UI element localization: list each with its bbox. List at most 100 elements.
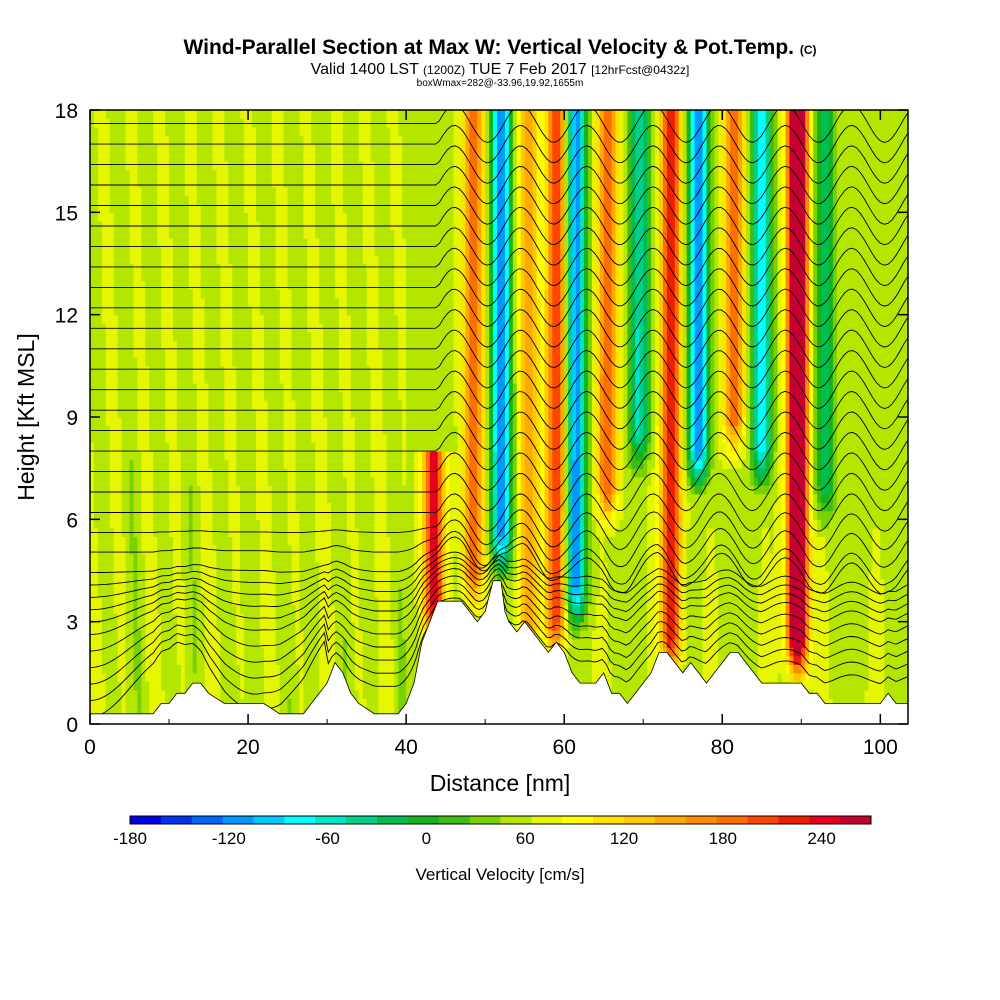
field-cell [319,451,324,461]
field-cell [287,570,293,580]
field-cell [358,527,364,537]
field-cell [315,442,320,452]
field-cell [327,561,332,572]
field-cell [212,357,218,367]
field-cell [208,468,214,478]
field-cell [90,323,95,333]
field-cell [196,536,202,546]
field-cell [137,553,142,563]
field-cell [200,425,206,435]
field-cell [125,647,131,657]
field-cell [125,178,131,188]
field-cell [287,254,293,265]
field-cell [200,442,206,452]
field-cell [303,425,308,435]
field-cell [141,468,146,478]
field-cell [220,161,225,171]
field-cell [252,502,257,512]
field-cell [224,323,229,333]
field-cell [283,340,289,350]
field-cell [303,664,308,674]
field-cell [342,135,348,145]
field-cell [204,630,210,640]
field-cell [315,510,320,520]
field-cell [109,510,115,520]
field-cell [259,169,265,179]
field-cell [358,638,364,648]
field-cell [279,664,285,674]
field-cell [338,203,344,213]
field-cell [113,561,119,572]
field-cell [224,399,229,410]
field-cell [90,229,95,239]
field-cell [236,570,241,580]
field-cell [299,289,304,299]
field-cell [169,306,174,316]
field-cell [303,485,308,495]
field-cell [180,570,186,580]
field-cell [283,698,289,708]
field-cell [291,502,297,512]
field-cell [338,195,344,205]
field-cell [180,579,186,589]
field-cell [129,195,135,205]
field-cell [335,237,340,248]
field-cell [121,587,127,597]
field-cell [295,579,301,589]
field-cell [327,152,332,162]
field-cell [204,263,210,273]
field-cell [228,382,233,393]
field-cell [244,161,249,171]
field-cell [299,408,304,418]
field-cell [295,519,301,529]
field-cell [157,570,162,580]
field-cell [263,681,269,691]
field-cell [101,152,107,162]
field-cell [303,263,308,273]
field-cell [287,203,293,213]
field-cell [137,186,142,196]
field-cell [342,306,348,316]
field-cell [303,587,308,597]
field-cell [149,468,154,478]
field-cell [137,536,142,546]
field-cell [354,263,360,273]
field-cell [141,263,146,273]
field-cell [279,391,285,401]
field-cell [342,280,348,290]
field-cell [180,254,186,265]
field-cell [358,118,364,128]
field-cell [240,118,245,128]
field-cell [180,297,186,307]
field-cell [200,553,206,563]
field-cell [354,348,360,358]
field-cell [157,596,162,606]
field-cell [200,664,206,674]
field-cell [267,135,273,145]
field-cell [248,212,253,222]
field-cell [220,655,225,665]
field-cell [97,561,103,572]
field-cell [133,254,139,265]
field-cell [327,212,332,222]
field-cell [279,135,285,145]
field-cell [259,604,265,614]
field-cell [252,272,257,282]
field-cell [137,681,142,691]
field-cell [319,144,324,154]
field-cell [311,561,316,572]
field-cell [212,672,218,682]
field-cell [267,434,273,444]
field-cell [335,323,340,333]
field-cell [125,161,131,171]
field-cell [180,127,186,137]
field-cell [358,689,364,700]
field-cell [236,587,241,597]
field-cell [93,374,99,384]
field-cell [141,519,146,529]
field-cell [275,297,281,307]
field-cell [228,297,233,307]
field-cell [358,186,364,196]
field-cell [176,254,182,265]
field-cell [267,357,273,367]
